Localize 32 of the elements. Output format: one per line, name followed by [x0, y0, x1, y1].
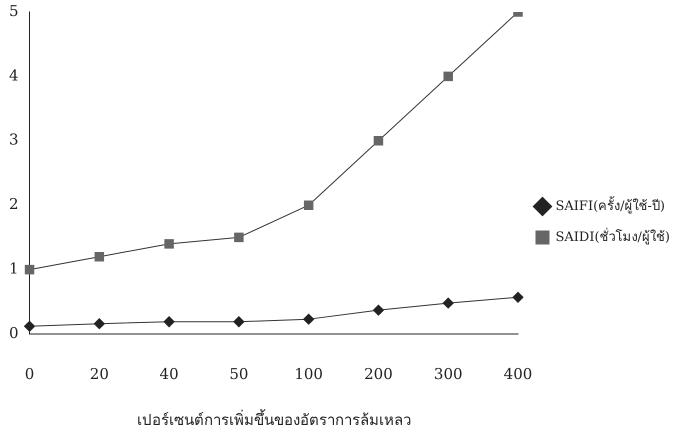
point	[304, 200, 314, 210]
x-tick-label: 40	[160, 364, 179, 383]
x-tick-label: 400	[504, 364, 532, 383]
point	[164, 316, 175, 328]
point	[233, 316, 244, 328]
x-tick-label: 100	[294, 364, 323, 383]
point	[374, 136, 384, 146]
point	[512, 292, 524, 303]
point	[443, 72, 453, 82]
x-tick-label: 300	[434, 364, 463, 383]
y-tick-label: 0	[8, 324, 19, 342]
point	[94, 252, 104, 262]
x-tick-label: 200	[364, 364, 393, 383]
x-tick-label: 0	[24, 364, 34, 383]
x-axis-title: เปอร์เซนต์การเพิ่มขึ้นของอัตราการล้มเหลว	[136, 408, 411, 429]
y-tick-label: 5	[8, 2, 19, 20]
legend-label: SAIFI(ครั้ง/ผู้ใช้-ปี)	[555, 196, 666, 214]
y-tick-label: 4	[8, 66, 19, 84]
x-tick-label: 50	[229, 364, 248, 383]
point	[442, 298, 454, 309]
point	[24, 264, 34, 274]
point	[164, 239, 174, 249]
point	[234, 232, 244, 242]
point	[24, 320, 36, 332]
point	[303, 314, 314, 325]
y-tick-label: 3	[8, 130, 19, 149]
y-tick-label: 2	[8, 195, 19, 214]
point	[372, 304, 384, 316]
y-tick-label: 1	[8, 259, 19, 278]
x-tick-label: 20	[90, 364, 109, 383]
legend-label: SAIDI(ชั่วโมง/ผู้ใช้)	[555, 228, 670, 245]
point	[94, 318, 105, 330]
